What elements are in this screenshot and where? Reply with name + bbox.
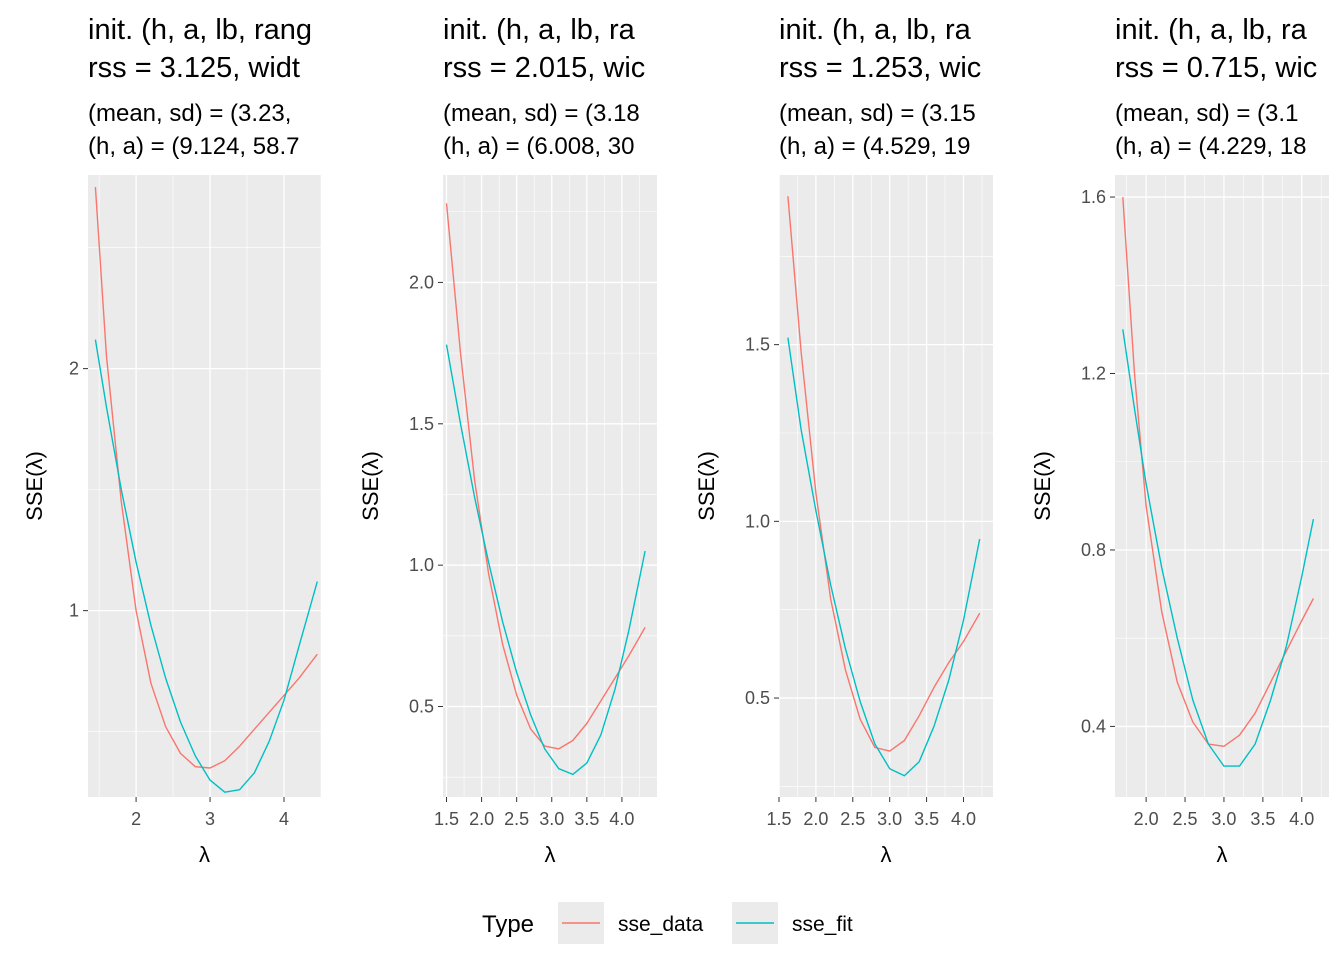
panel-background [88,175,321,797]
x-tick-label: 1.5 [766,809,791,829]
legend: Type sse_data sse_fit [482,902,853,944]
facet-titles: init. (h, a, lb, ra rss = 2.015, wic (mean… [443,14,645,160]
facet-title-line-2: rss = 2.015, wic [443,52,645,84]
y-tick-label: 0.5 [409,697,434,717]
x-tick-label: 4.0 [951,809,976,829]
facet-panel-3: init. (h, a, lb, ra rss = 1.253, wic (mean… [694,14,993,867]
x-tick-label: 2.5 [1173,809,1198,829]
facet-subtitle-line-2: (h, a) = (4.529, 19 [779,133,970,160]
x-tick-label: 3.0 [877,809,902,829]
x-tick-label: 4 [279,809,289,829]
facet-titles: init. (h, a, lb, rang rss = 3.125, widt (m… [88,14,312,160]
series-line-sse-fit [1122,329,1315,767]
y-axis-title: SSE(λ) [22,451,47,521]
x-tick-label: 3.5 [1250,809,1275,829]
y-tick-label: 0.8 [1081,540,1106,560]
y-tick-label: 0.4 [1081,716,1106,736]
x-tick-label: 2.0 [469,809,494,829]
x-tick-label: 2.0 [1134,809,1159,829]
facet-title-line-2: rss = 1.253, wic [779,52,981,84]
facet-panel-1: init. (h, a, lb, rang rss = 3.125, widt (m… [22,14,322,867]
y-axis-title: SSE(λ) [694,451,719,521]
facet-subtitle-line-1: (mean, sd) = (3.23, [88,100,291,127]
facet-subtitle-line-2: (h, a) = (6.008, 30 [443,133,634,160]
facet-subtitle-line-1: (mean, sd) = (3.18 [443,100,640,127]
x-tick-label: 4.0 [1289,809,1314,829]
x-axis-title: λ [545,842,556,867]
facet-subtitle-line-2: (h, a) = (4.229, 18 [1115,133,1306,160]
y-tick-label: 1 [69,601,79,621]
facet-panel-4: init. (h, a, lb, ra rss = 0.715, wic (mean… [1030,14,1329,867]
legend-title: Type [482,911,534,938]
x-tick-label: 2.0 [803,809,828,829]
y-tick-label: 1.0 [745,511,770,531]
x-tick-label: 4.0 [609,809,634,829]
facet-title-line-1: init. (h, a, lb, ra [779,14,972,46]
series-line-sse-data [445,203,646,750]
facet-title-line-2: rss = 3.125, widt [88,52,300,84]
facet-panel-2: init. (h, a, lb, ra rss = 2.015, wic (mean… [358,14,657,867]
series-line-sse-fit [94,339,318,793]
x-tick-label: 2 [131,809,141,829]
facet-titles: init. (h, a, lb, ra rss = 0.715, wic (mean… [1115,14,1317,160]
y-axis-title: SSE(λ) [358,451,383,521]
x-tick-label: 3.5 [574,809,599,829]
x-tick-label: 3 [205,809,215,829]
y-tick-label: 0.5 [745,688,770,708]
series-line-sse-data [787,196,981,752]
series-line-sse-fit [787,337,981,777]
y-axis-title: SSE(λ) [1030,451,1055,521]
facet-subtitle-line-1: (mean, sd) = (3.1 [1115,100,1298,127]
y-tick-label: 1.2 [1081,364,1106,384]
x-tick-label: 3.5 [914,809,939,829]
y-tick-label: 2.0 [409,272,434,292]
facet-subtitle-line-1: (mean, sd) = (3.15 [779,100,976,127]
legend-label-sse-data: sse_data [618,913,704,936]
panel-background [1115,175,1329,797]
x-tick-label: 3.0 [539,809,564,829]
legend-label-sse-fit: sse_fit [792,913,853,936]
facet-subtitle-line-2: (h, a) = (9.124, 58.7 [88,133,299,160]
facet-title-line-2: rss = 0.715, wic [1115,52,1317,84]
y-tick-label: 2 [69,359,79,379]
y-tick-label: 1.5 [745,335,770,355]
facets: init. (h, a, lb, rang rss = 3.125, widt (m… [22,14,1329,867]
facet-title-line-1: init. (h, a, lb, rang [88,14,312,46]
x-axis-title: λ [199,842,210,867]
x-tick-label: 2.5 [840,809,865,829]
y-tick-label: 1.6 [1081,187,1106,207]
y-tick-label: 1.5 [409,414,434,434]
facet-titles: init. (h, a, lb, ra rss = 1.253, wic (mean… [779,14,981,160]
x-tick-label: 3.0 [1211,809,1236,829]
x-axis-title: λ [1217,842,1228,867]
facet-title-line-1: init. (h, a, lb, ra [443,14,636,46]
series-line-sse-fit [445,344,646,776]
x-tick-label: 1.5 [434,809,459,829]
x-axis-title: λ [881,842,892,867]
y-tick-label: 1.0 [409,555,434,575]
facet-title-line-1: init. (h, a, lb, ra [1115,14,1308,46]
x-tick-label: 2.5 [504,809,529,829]
